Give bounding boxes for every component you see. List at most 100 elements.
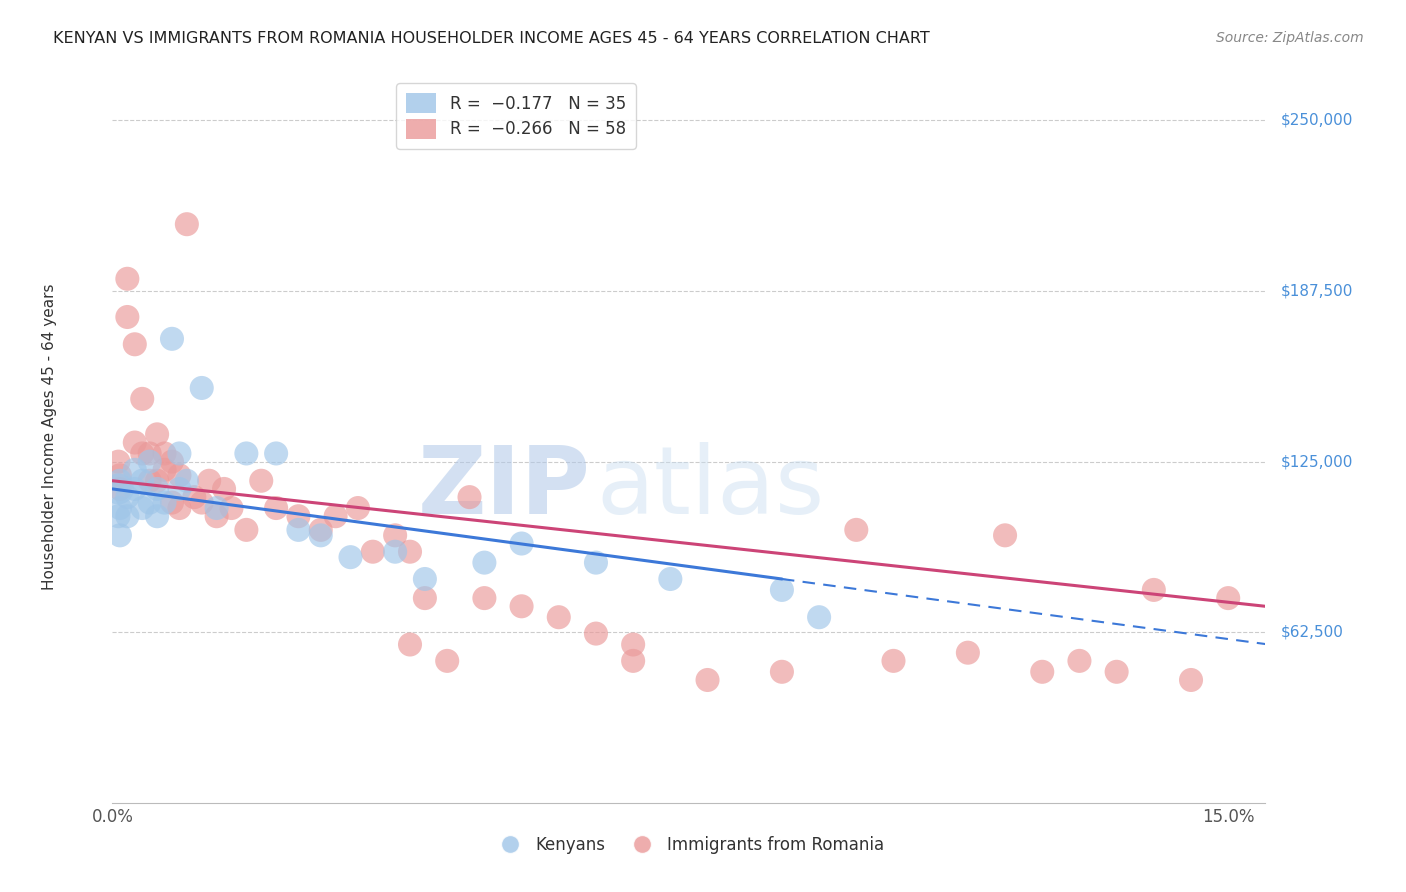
Point bbox=[117, 272, 139, 286]
Point bbox=[176, 474, 198, 488]
Point bbox=[107, 509, 129, 524]
Point bbox=[138, 474, 160, 488]
Point bbox=[1031, 665, 1053, 679]
Point bbox=[347, 501, 370, 516]
Point bbox=[250, 474, 273, 488]
Point bbox=[153, 495, 176, 509]
Text: $125,000: $125,000 bbox=[1281, 454, 1353, 469]
Point bbox=[131, 501, 153, 516]
Point bbox=[1105, 665, 1128, 679]
Point bbox=[190, 495, 212, 509]
Point bbox=[659, 572, 682, 586]
Point bbox=[124, 435, 146, 450]
Point bbox=[153, 463, 176, 477]
Point bbox=[221, 501, 243, 516]
Point bbox=[131, 392, 153, 406]
Point bbox=[107, 455, 129, 469]
Point bbox=[235, 446, 257, 460]
Point bbox=[108, 501, 131, 516]
Point bbox=[138, 455, 160, 469]
Point bbox=[436, 654, 458, 668]
Point bbox=[117, 509, 139, 524]
Point bbox=[160, 495, 183, 509]
Point bbox=[169, 468, 191, 483]
Point bbox=[287, 509, 309, 524]
Point bbox=[176, 217, 198, 231]
Point bbox=[384, 545, 406, 559]
Point bbox=[235, 523, 257, 537]
Point bbox=[138, 446, 160, 460]
Point bbox=[212, 482, 235, 496]
Point bbox=[413, 572, 436, 586]
Point bbox=[474, 591, 496, 606]
Point bbox=[205, 501, 228, 516]
Point bbox=[1218, 591, 1240, 606]
Point bbox=[146, 482, 169, 496]
Text: $250,000: $250,000 bbox=[1281, 113, 1353, 128]
Point bbox=[138, 495, 160, 509]
Point bbox=[124, 337, 146, 351]
Point bbox=[696, 673, 718, 687]
Point bbox=[325, 509, 347, 524]
Point bbox=[309, 528, 332, 542]
Point bbox=[205, 509, 228, 524]
Legend: Kenyans, Immigrants from Romania: Kenyans, Immigrants from Romania bbox=[486, 829, 891, 860]
Point bbox=[108, 474, 131, 488]
Point bbox=[287, 523, 309, 537]
Point bbox=[198, 474, 221, 488]
Point bbox=[547, 610, 569, 624]
Text: Householder Income Ages 45 - 64 years: Householder Income Ages 45 - 64 years bbox=[42, 284, 56, 591]
Point bbox=[585, 556, 607, 570]
Text: atlas: atlas bbox=[596, 442, 825, 534]
Point bbox=[845, 523, 868, 537]
Point bbox=[131, 474, 153, 488]
Point bbox=[169, 482, 191, 496]
Point bbox=[108, 528, 131, 542]
Point bbox=[264, 446, 287, 460]
Point bbox=[107, 482, 129, 496]
Point bbox=[124, 463, 146, 477]
Point bbox=[117, 310, 139, 324]
Point bbox=[146, 474, 169, 488]
Text: ZIP: ZIP bbox=[418, 442, 591, 534]
Point bbox=[621, 638, 644, 652]
Point bbox=[169, 446, 191, 460]
Point bbox=[1180, 673, 1202, 687]
Point bbox=[399, 545, 422, 559]
Point bbox=[808, 610, 831, 624]
Point bbox=[169, 501, 191, 516]
Point bbox=[183, 490, 205, 504]
Point bbox=[882, 654, 904, 668]
Point bbox=[339, 550, 361, 565]
Text: $62,500: $62,500 bbox=[1281, 624, 1343, 640]
Point bbox=[309, 523, 332, 537]
Point bbox=[146, 427, 169, 442]
Point bbox=[124, 482, 146, 496]
Point bbox=[117, 490, 139, 504]
Point bbox=[264, 501, 287, 516]
Point bbox=[956, 646, 979, 660]
Point bbox=[770, 582, 793, 597]
Point bbox=[108, 468, 131, 483]
Point bbox=[399, 638, 422, 652]
Point bbox=[413, 591, 436, 606]
Point bbox=[510, 599, 533, 614]
Text: $187,500: $187,500 bbox=[1281, 284, 1353, 299]
Point bbox=[510, 536, 533, 550]
Point bbox=[1069, 654, 1091, 668]
Point bbox=[146, 509, 169, 524]
Point bbox=[474, 556, 496, 570]
Point bbox=[458, 490, 481, 504]
Point bbox=[384, 528, 406, 542]
Point bbox=[1143, 582, 1166, 597]
Point bbox=[108, 482, 131, 496]
Text: Source: ZipAtlas.com: Source: ZipAtlas.com bbox=[1216, 31, 1364, 45]
Point bbox=[770, 665, 793, 679]
Point bbox=[160, 455, 183, 469]
Point bbox=[585, 626, 607, 640]
Point bbox=[190, 381, 212, 395]
Point bbox=[160, 332, 183, 346]
Point bbox=[153, 446, 176, 460]
Point bbox=[621, 654, 644, 668]
Point bbox=[994, 528, 1017, 542]
